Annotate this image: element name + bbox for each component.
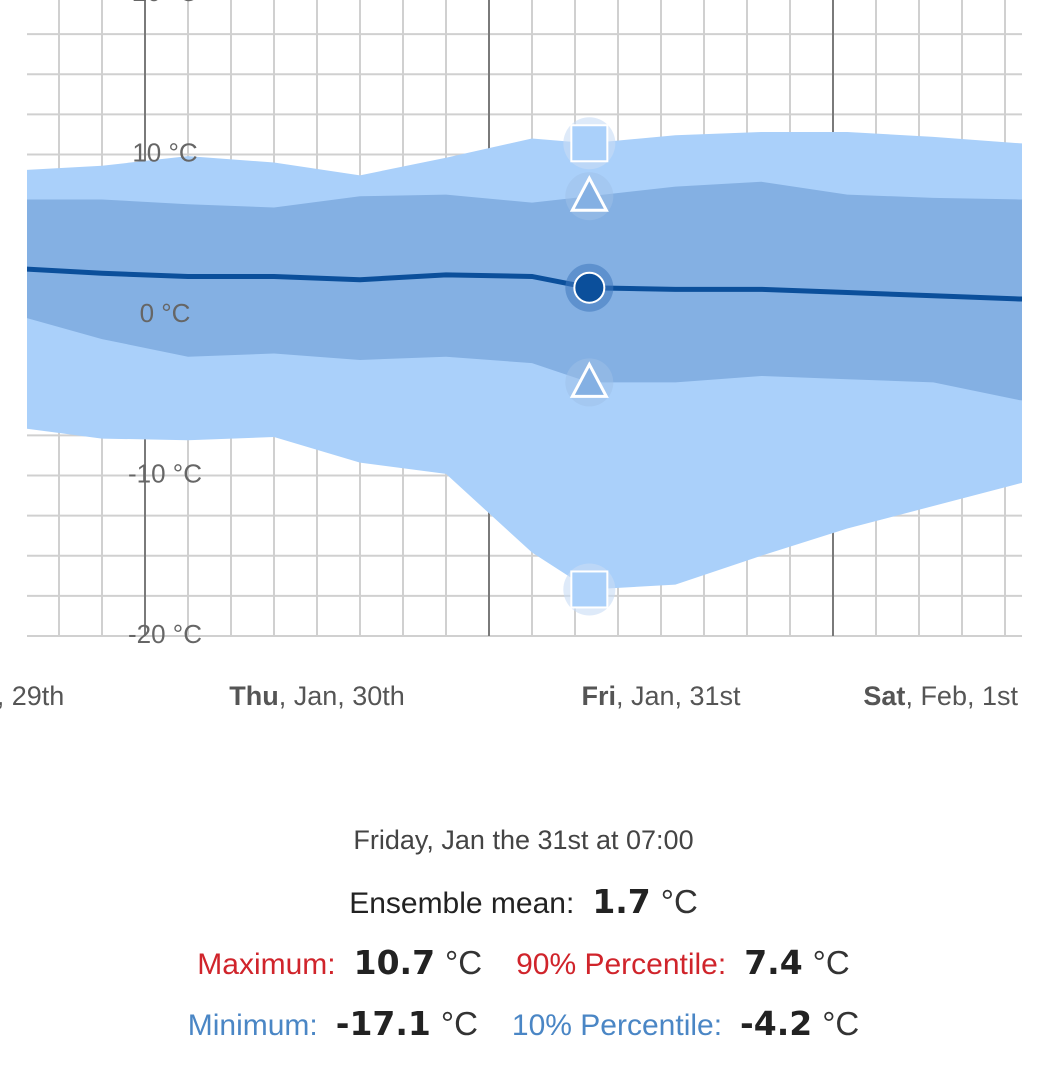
marker xyxy=(573,271,606,304)
y-tick-label: 10 °C xyxy=(132,137,197,167)
mean-value: 1.7 xyxy=(592,882,651,921)
p90-label: 90% Percentile: xyxy=(516,948,727,981)
marker xyxy=(569,175,609,212)
mean-line xyxy=(27,266,1022,302)
date: , Feb, 1st xyxy=(905,681,1018,711)
date: , Jan, 30th xyxy=(279,681,405,711)
chart: -20 °C -10 °C 0 °C 10 °C 20 °C Wed, Jan, 29th… xyxy=(0,0,1022,711)
marker xyxy=(570,570,609,609)
marker xyxy=(570,124,609,163)
day: Thu xyxy=(229,681,278,711)
p10-label: 10% Percentile: xyxy=(511,1009,723,1042)
p10-unit: °C xyxy=(822,1005,860,1042)
day: Sat xyxy=(863,681,905,711)
plot-area xyxy=(27,132,1022,590)
y-tick-label: -20 °C xyxy=(128,619,202,649)
x-tick-label: Sat, Feb, 1st xyxy=(863,681,1018,711)
day: Fri xyxy=(581,681,616,711)
readout-heading: Friday, Jan the 31st at 07:00 xyxy=(353,825,694,855)
p90-unit: °C xyxy=(812,944,850,981)
y-tick-label: 20 °C xyxy=(132,0,197,7)
marker xyxy=(569,361,609,398)
p10-value: -4.2 xyxy=(740,1004,813,1043)
p90-value: 7.4 xyxy=(744,943,803,982)
date: , Jan, 31st xyxy=(616,681,741,711)
y-tick-label: -10 °C xyxy=(128,458,202,488)
min-unit: °C xyxy=(440,1005,478,1042)
min-value: -17.1 xyxy=(335,1004,431,1043)
band xyxy=(27,181,1022,401)
max-unit: °C xyxy=(445,944,483,981)
markers xyxy=(563,117,616,616)
x-tick-label: Fri, Jan, 31st xyxy=(581,681,741,711)
mean-unit: °C xyxy=(660,883,698,920)
max-value: 10.7 xyxy=(353,943,436,982)
mean-label: Ensemble mean: xyxy=(349,887,575,920)
y-tick-label: 0 °C xyxy=(140,298,191,328)
min-label: Minimum: xyxy=(187,1009,318,1042)
x-tick-label: Thu, Jan, 30th xyxy=(229,681,405,711)
axis-labels: -20 °C -10 °C 0 °C 10 °C 20 °C Wed, Jan, 29th… xyxy=(0,0,1018,711)
x-tick-label: Wed, Jan, 29th xyxy=(0,681,64,711)
max-label: Maximum: xyxy=(197,948,336,981)
date: , Jan, 29th xyxy=(0,681,64,711)
readout: Friday, Jan the 31st at 07:00 Ensemble m… xyxy=(0,825,1047,1065)
